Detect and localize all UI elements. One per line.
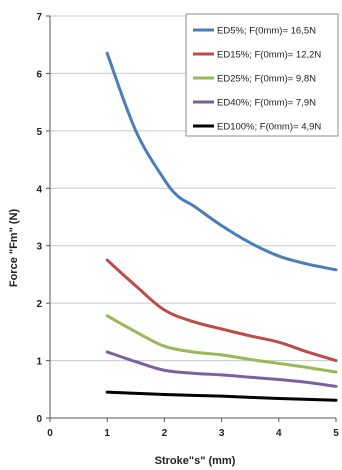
legend-label-1: ED5%; F(0mm)= 16,5N bbox=[217, 26, 316, 37]
y-axis-title: Force "Fm" (N) bbox=[8, 209, 20, 288]
x-tick-label: 3 bbox=[219, 428, 225, 439]
x-tick-labels: 0 1 2 3 4 5 bbox=[47, 428, 339, 439]
x-tick-label: 0 bbox=[47, 428, 53, 439]
series-lines bbox=[105, 51, 338, 402]
x-tick-label: 5 bbox=[333, 428, 339, 439]
y-tick-labels: 0 1 2 3 4 5 6 7 bbox=[36, 12, 42, 425]
y-tick-label: 0 bbox=[36, 414, 42, 425]
x-tick-label: 1 bbox=[104, 428, 110, 439]
y-tick-label: 7 bbox=[36, 12, 42, 23]
legend-box bbox=[185, 13, 339, 137]
series-line-1 bbox=[105, 51, 338, 272]
axes bbox=[46, 15, 337, 422]
x-axis-title: Stroke"s" (mm) bbox=[155, 455, 236, 467]
series-line-2 bbox=[105, 258, 338, 363]
x-tick-label: 2 bbox=[162, 428, 168, 439]
y-tick-label: 3 bbox=[36, 242, 42, 253]
series-line-5 bbox=[105, 390, 338, 402]
legend-label-5: ED100%; F(0mm)= 4,9N bbox=[217, 122, 321, 133]
x-tick-label: 4 bbox=[276, 428, 282, 439]
series-line-4 bbox=[105, 350, 338, 388]
y-tick-label: 6 bbox=[36, 69, 42, 80]
y-tick-label: 2 bbox=[36, 299, 42, 310]
legend: ED5%; F(0mm)= 16,5N ED15%; F(0mm)= 12,2N E… bbox=[185, 13, 339, 137]
y-tick-label: 4 bbox=[36, 184, 42, 195]
y-tick-label: 5 bbox=[36, 127, 42, 138]
legend-label-4: ED40%; F(0mm)= 7,9N bbox=[217, 98, 316, 109]
series-line-3 bbox=[105, 314, 338, 374]
legend-label-3: ED25%; F(0mm)= 9,8N bbox=[217, 74, 316, 85]
legend-label-2: ED15%; F(0mm)= 12,2N bbox=[217, 50, 321, 61]
y-tick-label: 1 bbox=[36, 357, 42, 368]
